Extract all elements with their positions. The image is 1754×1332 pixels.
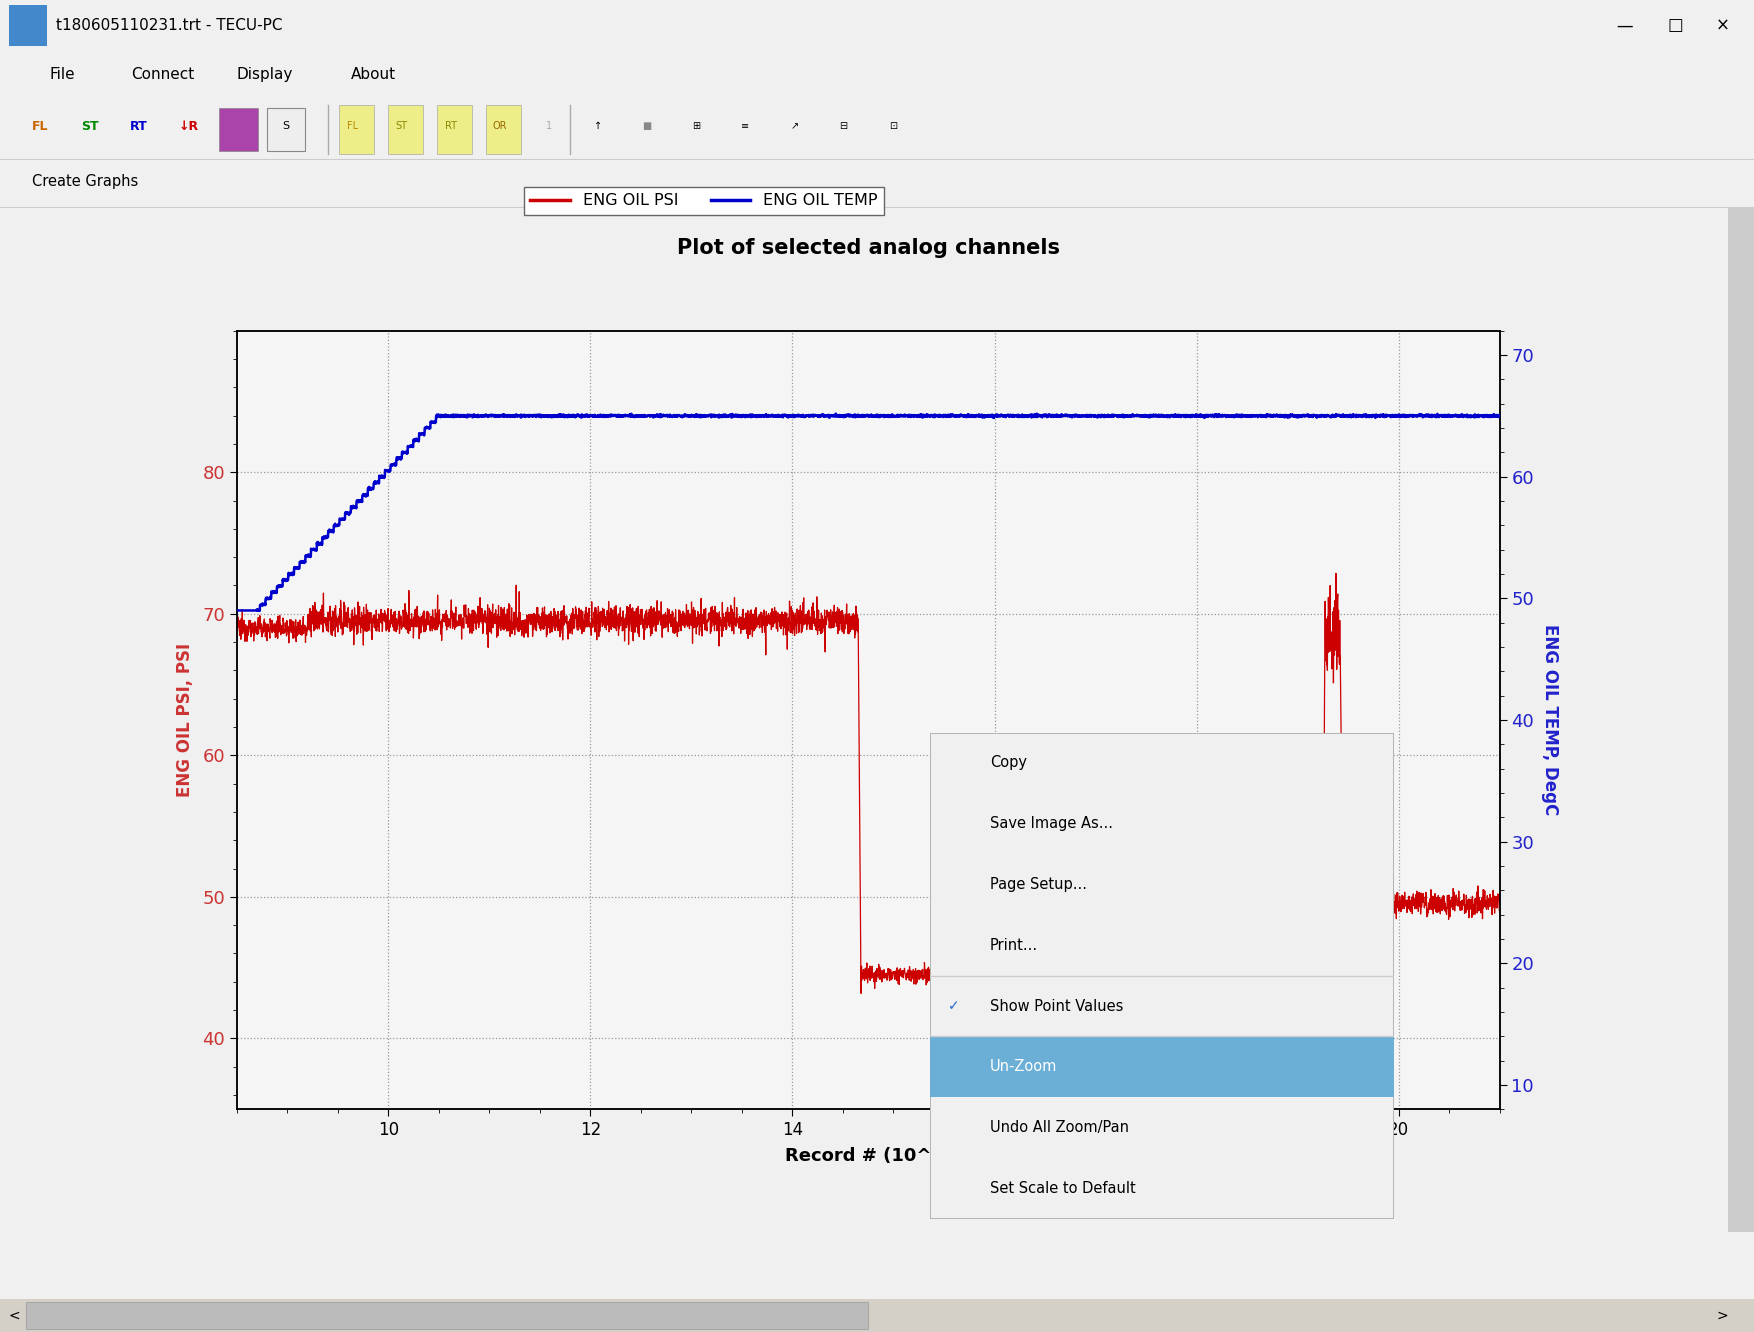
Text: FL: FL (347, 121, 358, 131)
FancyBboxPatch shape (0, 1299, 1754, 1332)
Text: ↗: ↗ (791, 121, 798, 131)
Text: Display: Display (237, 67, 293, 83)
FancyBboxPatch shape (486, 105, 521, 153)
FancyBboxPatch shape (0, 99, 1754, 160)
FancyBboxPatch shape (0, 160, 1754, 208)
X-axis label: Record # (10^3): Record # (10^3) (784, 1147, 952, 1166)
FancyBboxPatch shape (219, 108, 258, 151)
Text: Connect: Connect (132, 67, 195, 83)
FancyBboxPatch shape (1728, 208, 1754, 1232)
Text: Undo All Zoom/Pan: Undo All Zoom/Pan (989, 1120, 1130, 1135)
Y-axis label: ENG OIL PSI, PSI: ENG OIL PSI, PSI (175, 643, 195, 797)
Text: OR: OR (493, 121, 507, 131)
FancyBboxPatch shape (0, 1265, 1754, 1299)
Text: t180605110231.trt - TECU-PC: t180605110231.trt - TECU-PC (56, 17, 282, 33)
Text: S: S (282, 121, 289, 131)
Text: ≡: ≡ (742, 121, 749, 131)
FancyBboxPatch shape (267, 108, 305, 151)
Text: ↑: ↑ (595, 121, 602, 131)
Text: ST: ST (396, 121, 407, 131)
Text: ✓: ✓ (949, 999, 959, 1014)
Text: Un-Zoom: Un-Zoom (989, 1059, 1058, 1075)
Y-axis label: ENG OIL TEMP, DegC: ENG OIL TEMP, DegC (1542, 625, 1559, 815)
Title: Plot of selected analog channels: Plot of selected analog channels (677, 238, 1059, 258)
FancyBboxPatch shape (930, 1036, 1394, 1098)
Text: Create Graphs: Create Graphs (32, 174, 139, 189)
Text: 1: 1 (545, 121, 553, 131)
Text: Copy: Copy (989, 755, 1028, 770)
Text: ST: ST (81, 120, 98, 133)
Text: Print...: Print... (989, 938, 1038, 952)
Text: >: > (1715, 1308, 1728, 1323)
FancyBboxPatch shape (937, 739, 1401, 1225)
Text: About: About (351, 67, 396, 83)
Text: ⊞: ⊞ (693, 121, 700, 131)
Text: Show Point Values: Show Point Values (989, 999, 1123, 1014)
Text: ■: ■ (642, 121, 652, 131)
Text: Page Setup...: Page Setup... (989, 876, 1087, 892)
FancyBboxPatch shape (0, 0, 1754, 51)
Text: ↓R: ↓R (179, 120, 198, 133)
Text: ⊡: ⊡ (889, 121, 896, 131)
FancyBboxPatch shape (0, 208, 1754, 1232)
FancyBboxPatch shape (339, 105, 374, 153)
Text: File: File (49, 67, 75, 83)
Text: ⊟: ⊟ (840, 121, 847, 131)
FancyBboxPatch shape (0, 51, 1754, 99)
Text: Set Scale to Default: Set Scale to Default (989, 1181, 1137, 1196)
FancyBboxPatch shape (388, 105, 423, 153)
FancyBboxPatch shape (9, 5, 47, 45)
Text: ×: × (1715, 16, 1729, 35)
Text: □: □ (1668, 16, 1682, 35)
FancyBboxPatch shape (437, 105, 472, 153)
FancyBboxPatch shape (930, 733, 1394, 1219)
Text: —: — (1615, 16, 1633, 35)
Text: Save Image As...: Save Image As... (989, 817, 1114, 831)
Text: FL: FL (32, 120, 47, 133)
Text: RT: RT (130, 120, 147, 133)
Text: <: < (9, 1308, 21, 1323)
Text: RT: RT (446, 121, 456, 131)
FancyBboxPatch shape (26, 1303, 868, 1329)
Legend: ENG OIL PSI, ENG OIL TEMP: ENG OIL PSI, ENG OIL TEMP (524, 186, 884, 214)
